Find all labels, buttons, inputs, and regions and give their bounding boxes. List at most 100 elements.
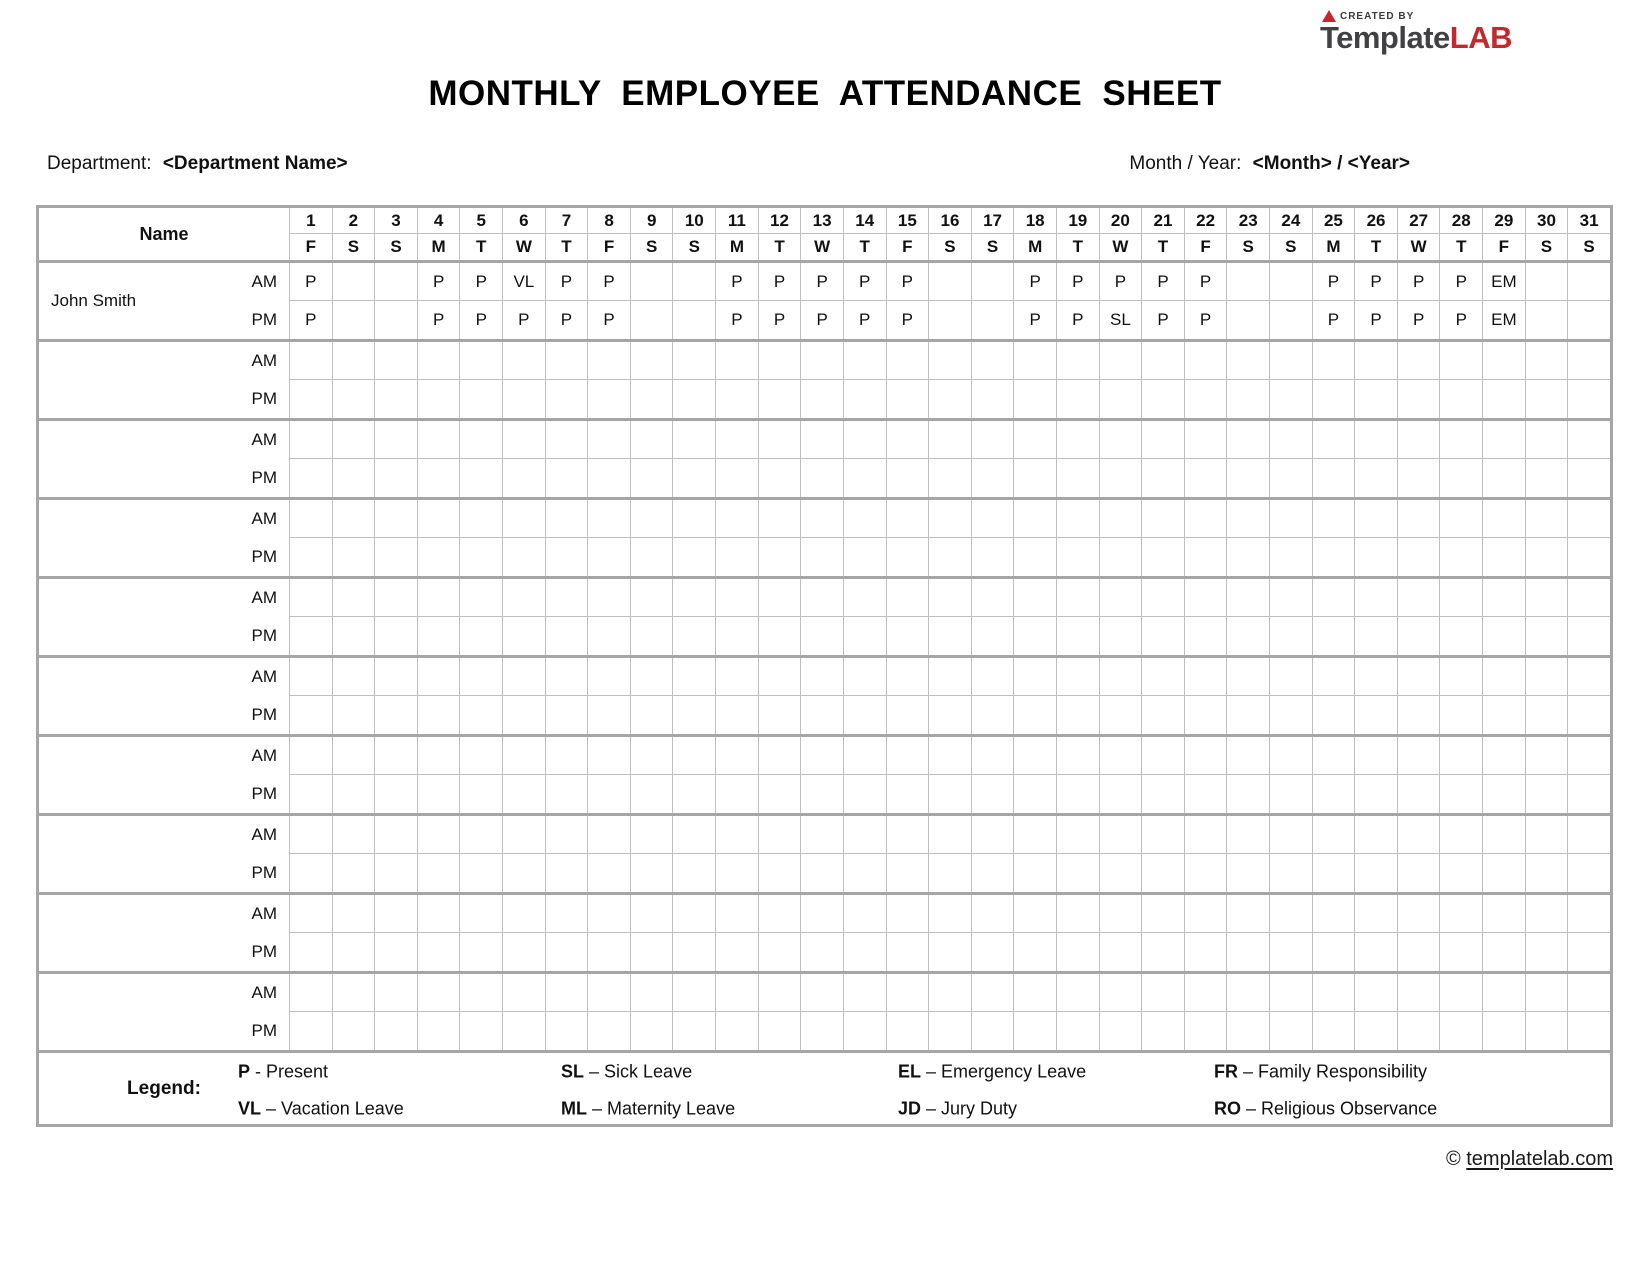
employee-name-cell: AM PM [39,895,289,971]
attendance-cell [970,854,1014,892]
attendance-cell [1269,895,1312,932]
attendance-cell [459,895,502,932]
attendance-cell [331,459,375,497]
attendance-cell [544,696,588,734]
attendance-cell [885,696,929,734]
attendance-cell [715,538,758,576]
attendance-cell [928,854,971,892]
employee-rows: John Smith AM PM P P P VL P P P P P P P P P P P P P P P P EM P P P… [39,260,1610,1050]
attendance-cell [672,737,715,774]
attendance-cell [1183,775,1227,813]
attendance-cell [290,854,332,892]
attendance-cell: VL [502,263,545,300]
attendance-cell [629,459,673,497]
attendance-cell [672,342,715,379]
attendance-cell [1183,617,1227,655]
attendance-cell [1354,854,1397,892]
attendance-cell [331,775,375,813]
attendance-cell [885,380,929,418]
brand-name: TemplateLAB [1319,20,1513,55]
attendance-cell [502,380,545,418]
day-number-cell: 19 [1055,208,1099,233]
attendance-cell [1055,579,1099,616]
day-number-cell: 30 [1524,208,1568,233]
attendance-cell: P [305,271,317,291]
day-number-cell: 31 [1567,208,1610,233]
attendance-cell [1226,933,1269,971]
employee-block: John Smith AM PM P P P VL P P P P P P P P P P P P P P P P EM P P P… [39,260,1610,339]
attendance-cell [757,895,801,932]
attendance-cell [885,617,929,655]
attendance-cell [757,933,801,971]
day-letter-cell: S [629,234,673,260]
attendance-cell [629,737,673,774]
employee-block: AM PM [39,971,1610,1050]
attendance-cell [715,421,758,458]
attendance-cell [502,854,545,892]
attendance-cell [928,263,971,300]
attendance-cell [1226,617,1269,655]
attendance-cell: P [842,301,886,339]
attendance-cell [757,579,801,616]
attendance-cell [374,737,417,774]
attendance-row-pm [290,459,1610,497]
attendance-days [289,816,1610,892]
attendance-cell: P [800,263,843,300]
attendance-cell [842,538,886,576]
attendance-cell [970,380,1014,418]
attendance-cell [1311,617,1355,655]
attendance-cell [1141,816,1184,853]
attendance-cell [970,301,1014,339]
attendance-cell [502,538,545,576]
attendance-cell [1482,737,1525,774]
attendance-cell [374,617,417,655]
brand-name-primary: Template [1319,20,1450,55]
employee-block: AM PM [39,892,1610,971]
attendance-cell [374,816,417,853]
attendance-cell [970,1012,1014,1050]
attendance-cell [1141,775,1184,813]
attendance-cell [1311,342,1355,379]
attendance-cell [587,1012,630,1050]
attendance-cell [1439,816,1482,853]
day-letter-cell: S [1226,234,1269,260]
attendance-cell [502,658,545,695]
attendance-cell: P [305,310,317,329]
pm-label: PM [251,942,278,961]
attendance-cell [1226,459,1269,497]
attendance-cell [1183,538,1227,576]
attendance-cell [1269,459,1312,497]
attendance-cell [587,895,630,932]
attendance-cell [331,696,375,734]
attendance-cell [1055,617,1099,655]
attendance-cell [1439,459,1482,497]
attendance-cell [1482,816,1525,853]
attendance-cell [1354,579,1397,616]
attendance-cell [629,380,673,418]
attendance-cell [672,658,715,695]
attendance-cell [629,1012,673,1050]
attendance-cell [800,895,843,932]
templatelab-link[interactable]: templatelab.com [1466,1148,1613,1170]
day-letter-cell: W [1098,234,1142,260]
attendance-cell [1396,579,1440,616]
attendance-cell: P [459,301,502,339]
attendance-row-am [290,421,1610,459]
employee-name-cell: AM PM [39,342,289,418]
attendance-cell [1055,933,1099,971]
pm-label: PM [251,310,278,329]
attendance-cell [416,342,460,379]
attendance-cell [290,538,332,576]
attendance-cell [502,617,545,655]
legend-item: JD – Jury Duty [898,1098,1018,1118]
attendance-cell [459,933,502,971]
attendance-cell [290,421,332,458]
attendance-cell [1567,617,1610,655]
pm-label: PM [251,705,278,724]
attendance-cell [1354,895,1397,932]
attendance-cell [1567,816,1610,853]
attendance-cell [1396,342,1440,379]
attendance-cell: P [1013,301,1056,339]
attendance-cell [544,974,588,1011]
attendance-cell [672,421,715,458]
